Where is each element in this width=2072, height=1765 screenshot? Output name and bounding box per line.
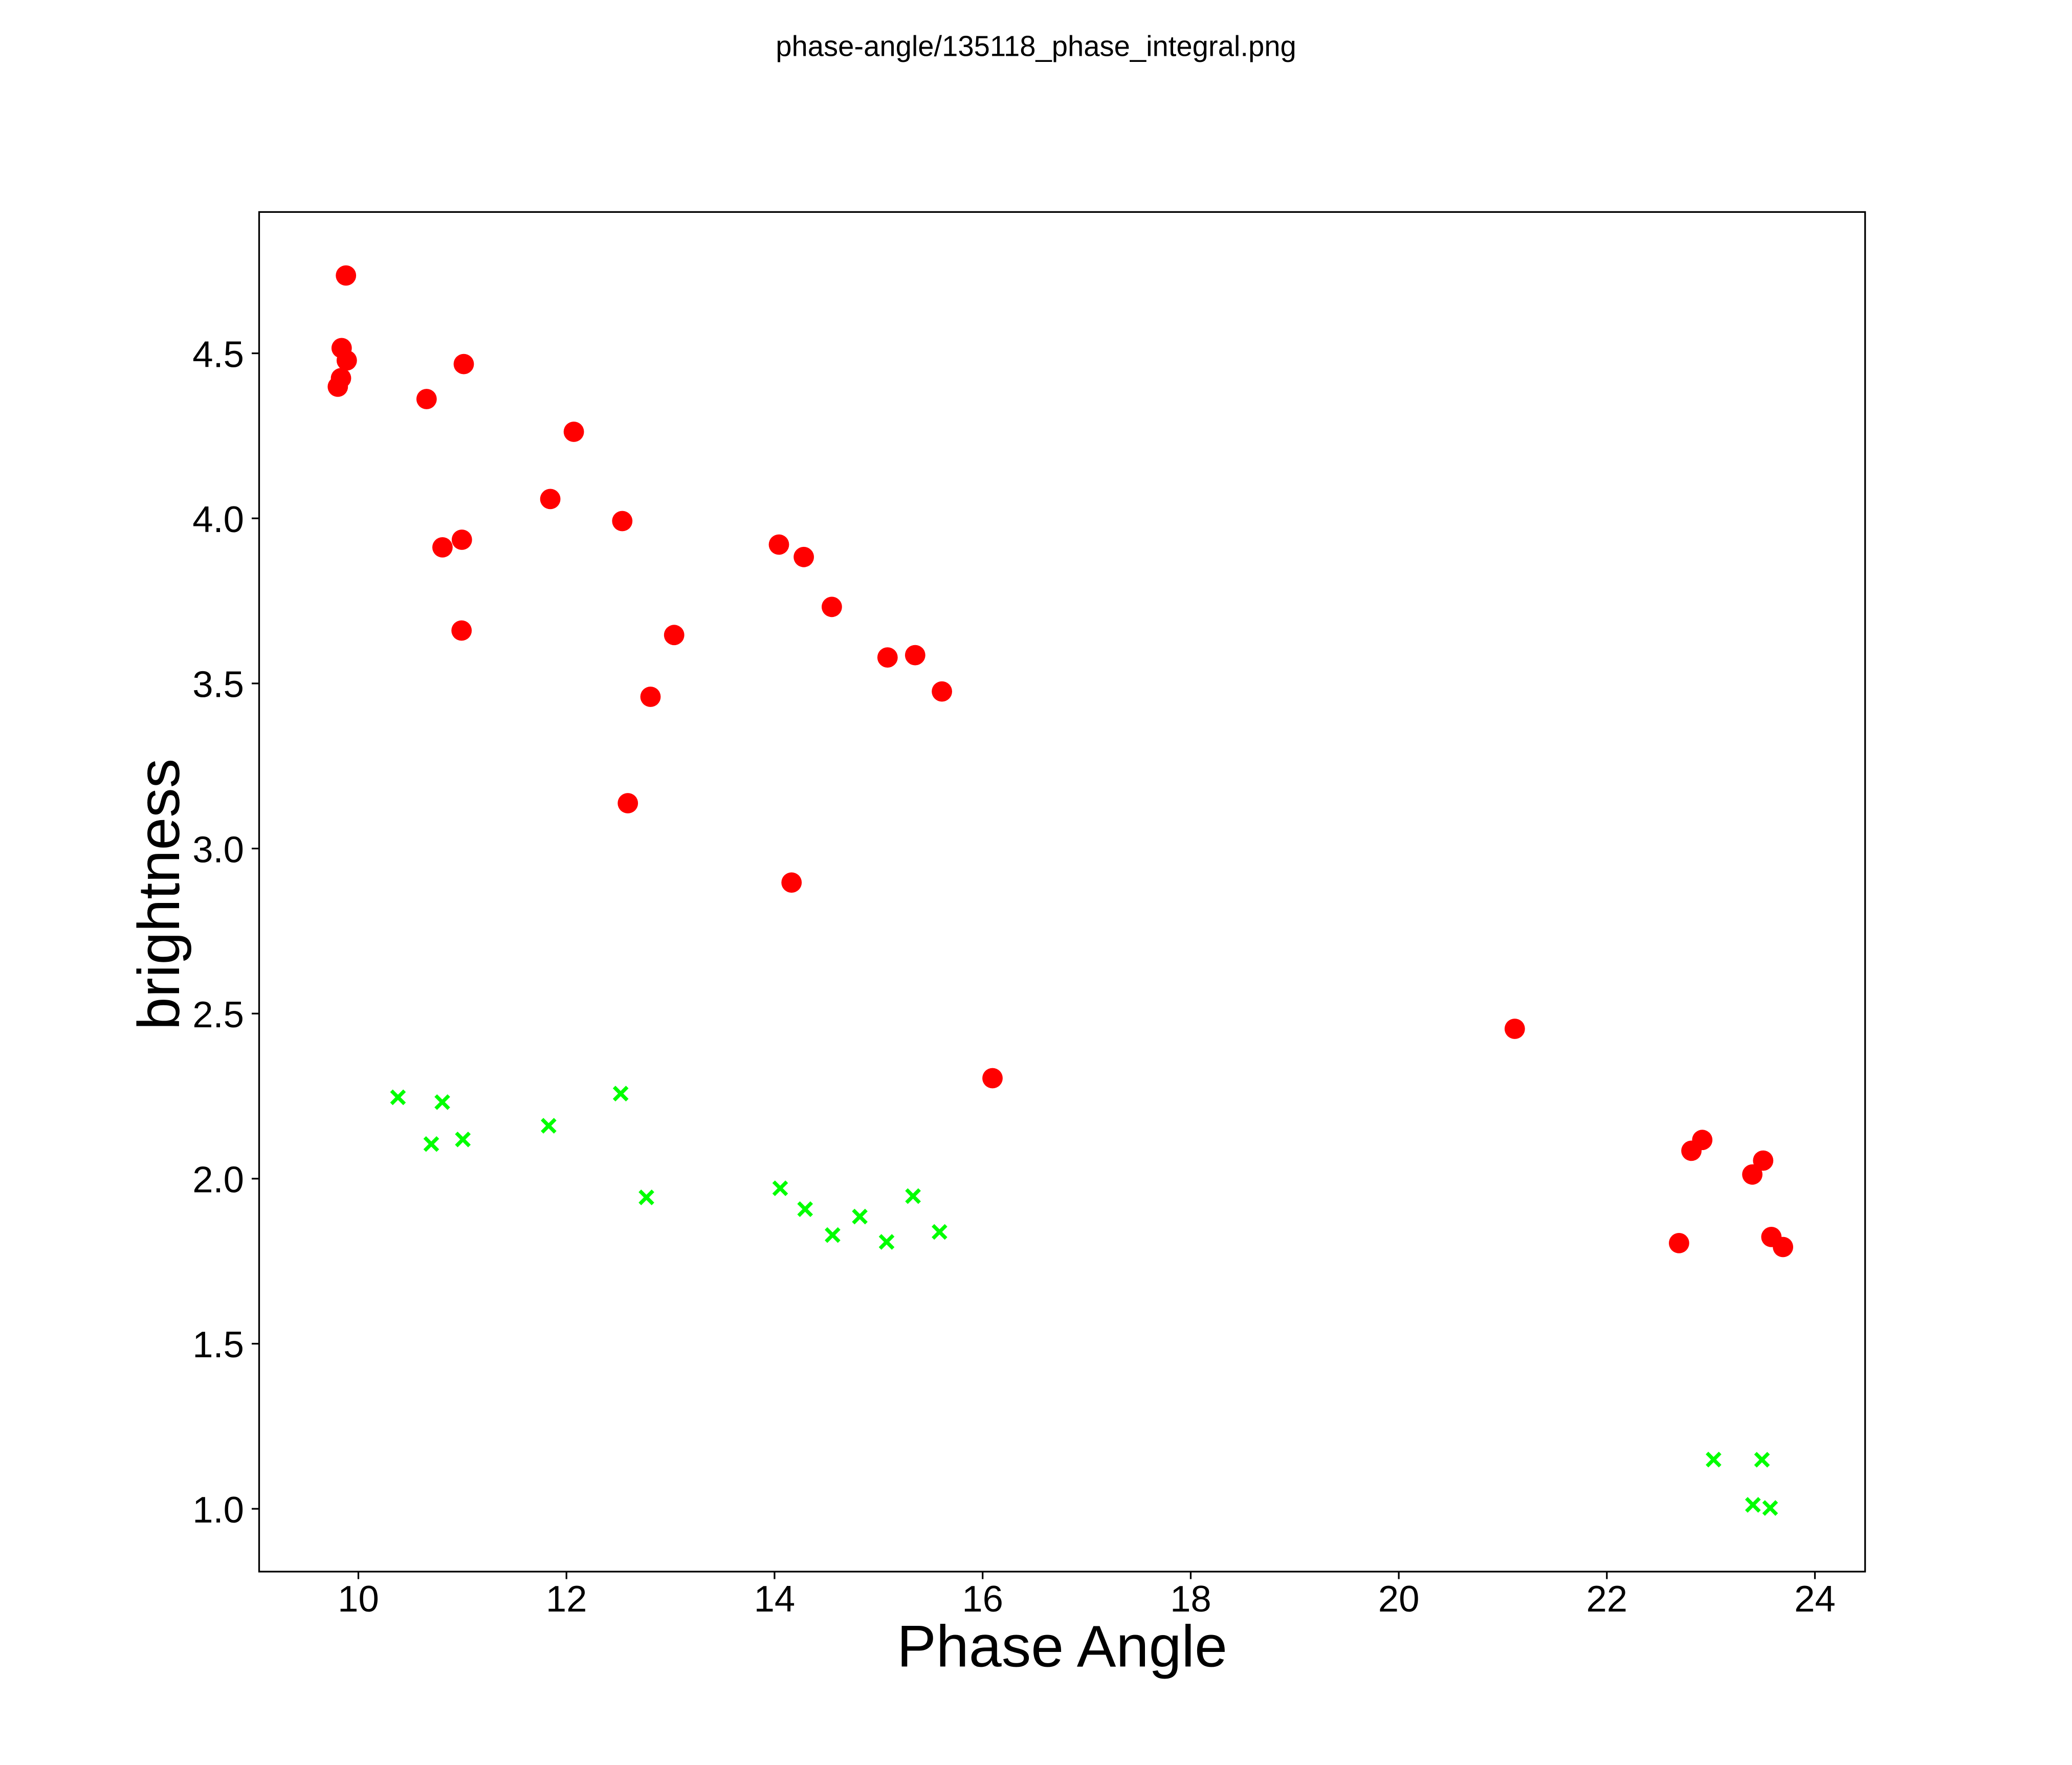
- svg-text:3.5: 3.5: [192, 664, 244, 705]
- svg-text:18: 18: [1170, 1578, 1211, 1620]
- svg-text:1.5: 1.5: [192, 1324, 244, 1365]
- svg-text:12: 12: [546, 1578, 587, 1620]
- svg-text:24: 24: [1794, 1578, 1836, 1620]
- svg-text:4.5: 4.5: [192, 334, 244, 375]
- svg-text:4.0: 4.0: [192, 499, 244, 540]
- svg-text:Phase Angle: Phase Angle: [897, 1614, 1227, 1680]
- svg-text:brightness: brightness: [126, 759, 192, 1030]
- svg-text:3.0: 3.0: [192, 829, 244, 870]
- svg-text:2.0: 2.0: [192, 1159, 244, 1201]
- svg-text:16: 16: [962, 1578, 1003, 1620]
- svg-text:1.0: 1.0: [192, 1489, 244, 1531]
- svg-text:phase-angle/135118_phase_integ: phase-angle/135118_phase_integral.png: [776, 30, 1296, 62]
- svg-text:14: 14: [754, 1578, 796, 1620]
- svg-text:20: 20: [1378, 1578, 1420, 1620]
- svg-text:2.5: 2.5: [192, 994, 244, 1035]
- svg-text:10: 10: [338, 1578, 379, 1620]
- svg-text:22: 22: [1586, 1578, 1627, 1620]
